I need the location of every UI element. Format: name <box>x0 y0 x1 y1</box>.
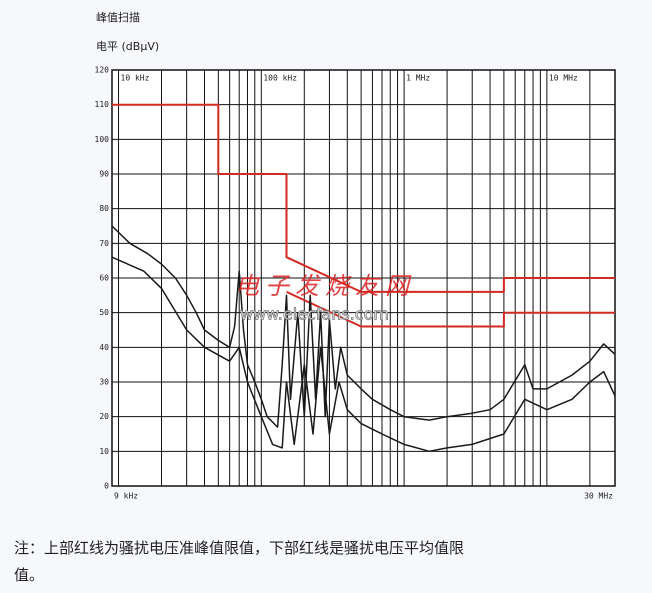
x-tick-label: 1 MHz <box>406 74 430 83</box>
y-tick-label: 90 <box>99 170 109 179</box>
caption-line: 注：上部红线为骚扰电压准峰值限值，下部红线是骚扰电压平均值限 <box>14 539 464 557</box>
caption-line: 值。 <box>14 566 44 584</box>
watermark-url: www.elecfans.com <box>240 305 389 324</box>
series-line <box>286 290 615 328</box>
y-tick-label: 10 <box>99 447 109 456</box>
series-line <box>111 256 616 453</box>
caption: 注：上部红线为骚扰电压准峰值限值，下部红线是骚扰电压平均值限值。 <box>14 539 464 584</box>
y-tick-label: 110 <box>95 100 110 109</box>
x-tick-label: 100 kHz <box>263 74 297 83</box>
watermark-cn: 电子发烧友网 <box>235 272 415 300</box>
y-tick-label: 80 <box>99 204 109 213</box>
y-tick-label: 0 <box>104 482 109 491</box>
y-axis-label: 电平 (dBμV) <box>96 40 159 53</box>
y-tick-label: 20 <box>99 412 109 421</box>
x-tick-label: 9 kHz <box>114 492 138 501</box>
y-tick-label: 60 <box>99 274 109 283</box>
y-tick-label: 50 <box>99 308 109 317</box>
y-tick-label: 120 <box>95 66 110 75</box>
x-tick-label: 30 MHz <box>584 492 613 501</box>
y-tick-label: 70 <box>99 239 109 248</box>
y-tick-label: 40 <box>99 343 109 352</box>
y-tick-label: 100 <box>95 135 110 144</box>
x-tick-label: 10 kHz <box>121 74 150 83</box>
series-line <box>112 103 615 293</box>
chart-title: 峰值扫描 <box>96 10 140 24</box>
y-tick-label: 30 <box>99 378 109 387</box>
x-tick-label: 10 MHz <box>549 74 578 83</box>
series-line <box>111 225 616 428</box>
